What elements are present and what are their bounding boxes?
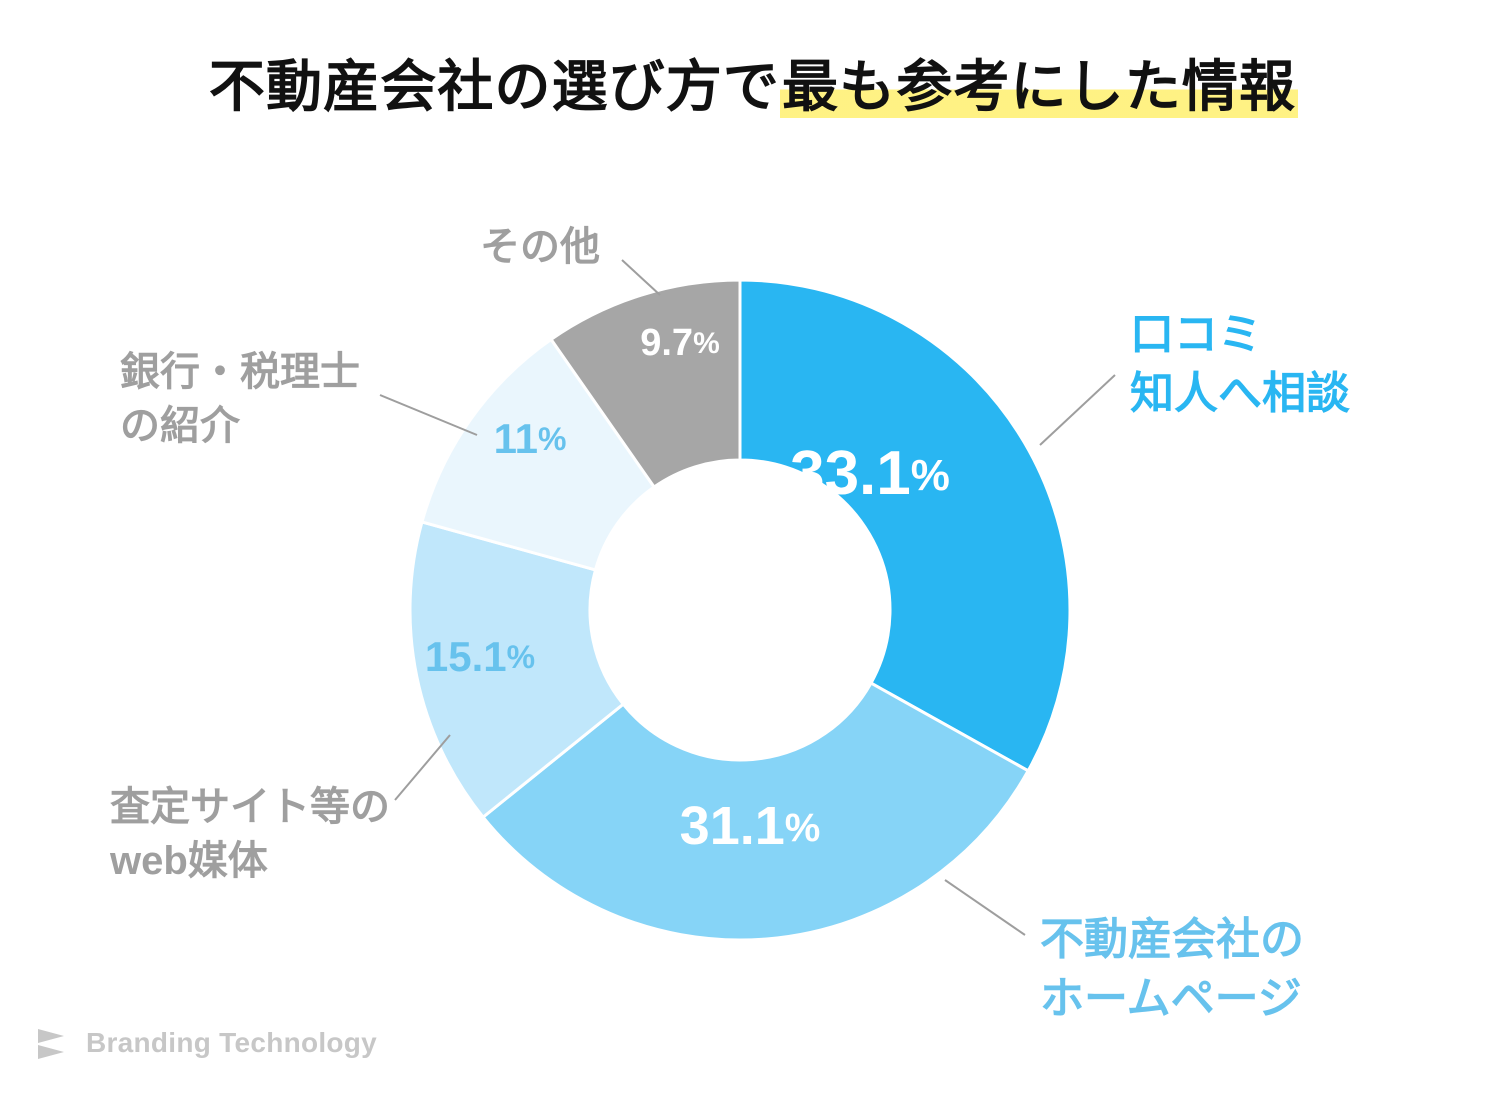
segment-percent-bank: 11% bbox=[494, 415, 567, 462]
leader-line-hp bbox=[945, 880, 1025, 935]
footer-text: Branding Technology bbox=[86, 1027, 377, 1059]
segment-percent-hp: 31.1% bbox=[680, 796, 821, 856]
leader-line-kuchikomi bbox=[1040, 375, 1115, 445]
infographic-page: 不動産会社の選び方で最も参考にした情報 33.1%31.1%15.1%11%9.… bbox=[0, 0, 1507, 1109]
segment-percent-web: 15.1% bbox=[425, 633, 535, 680]
segment-label-kuchikomi: 口コミ知人へ相談 bbox=[1130, 305, 1350, 424]
segment-percent-kuchikomi: 33.1% bbox=[790, 439, 950, 508]
leader-line-other bbox=[622, 260, 660, 295]
segment-label-hp: 不動産会社のホームページ bbox=[1040, 910, 1304, 1029]
footer-brand: Branding Technology bbox=[36, 1025, 377, 1061]
segment-label-web: 査定サイト等のweb媒体 bbox=[110, 780, 390, 888]
donut-segment-kuchikomi bbox=[740, 280, 1070, 771]
brand-logo-icon bbox=[36, 1025, 72, 1061]
leader-line-web bbox=[395, 735, 450, 800]
leader-line-bank bbox=[380, 395, 477, 435]
segment-label-other: その他 bbox=[480, 220, 600, 274]
segment-percent-other: 9.7% bbox=[640, 322, 720, 364]
segment-label-bank: 銀行・税理士の紹介 bbox=[120, 345, 360, 453]
